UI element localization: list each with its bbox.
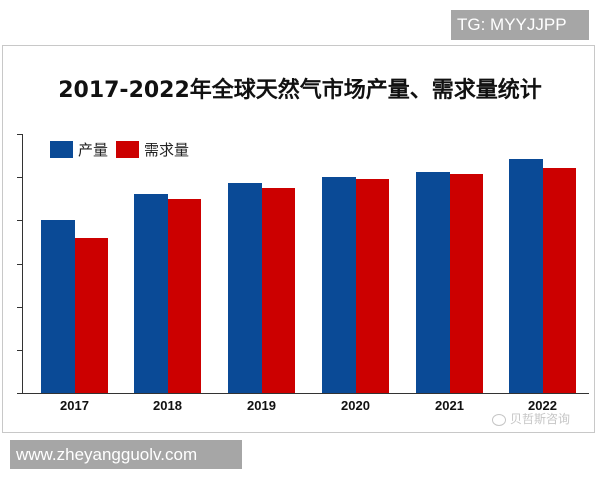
y-tick	[17, 393, 22, 394]
bar-demand-2021	[449, 174, 483, 393]
x-tick-label: 2022	[528, 398, 557, 413]
legend-label-production: 产量	[78, 140, 109, 159]
y-tick	[17, 349, 22, 351]
bar-production-2021	[416, 171, 450, 393]
weibo-watermark: 贝哲斯咨询	[492, 410, 570, 427]
y-tick	[17, 134, 22, 135]
legend-swatch-production	[50, 140, 73, 158]
y-tick	[17, 177, 22, 179]
y-tick	[17, 220, 22, 222]
bar-demand-2019	[261, 187, 295, 393]
x-tick-label: 2018	[153, 398, 182, 413]
legend-label-demand: 需求量	[144, 140, 190, 159]
bar-demand-2018	[167, 199, 201, 393]
bar-production-2017	[41, 220, 75, 393]
x-tick-label: 2017	[60, 398, 89, 413]
url-watermark: www.zheyangguolv.com	[10, 440, 242, 469]
y-axis	[22, 134, 23, 393]
x-tick-label: 2021	[435, 398, 464, 413]
x-tick-label: 2020	[341, 398, 370, 413]
y-tick	[17, 263, 22, 265]
y-tick	[17, 306, 22, 308]
weibo-icon	[492, 413, 506, 426]
legend: 产量 需求量	[50, 140, 197, 159]
bar-demand-2022	[542, 168, 576, 393]
x-tick-label: 2019	[247, 398, 276, 413]
chart-title: 2017-2022年全球天然气市场产量、需求量统计	[58, 78, 542, 103]
x-axis	[22, 393, 589, 394]
bar-production-2020	[322, 177, 356, 393]
bar-production-2018	[134, 194, 168, 393]
bar-production-2022	[509, 159, 543, 393]
bar-demand-2017	[74, 237, 108, 393]
weibo-watermark-text: 贝哲斯咨询	[510, 412, 571, 426]
legend-swatch-demand	[116, 140, 140, 158]
bar-production-2019	[228, 183, 262, 393]
tg-watermark: TG: MYYJJPP	[451, 10, 589, 40]
bar-demand-2020	[355, 178, 389, 393]
